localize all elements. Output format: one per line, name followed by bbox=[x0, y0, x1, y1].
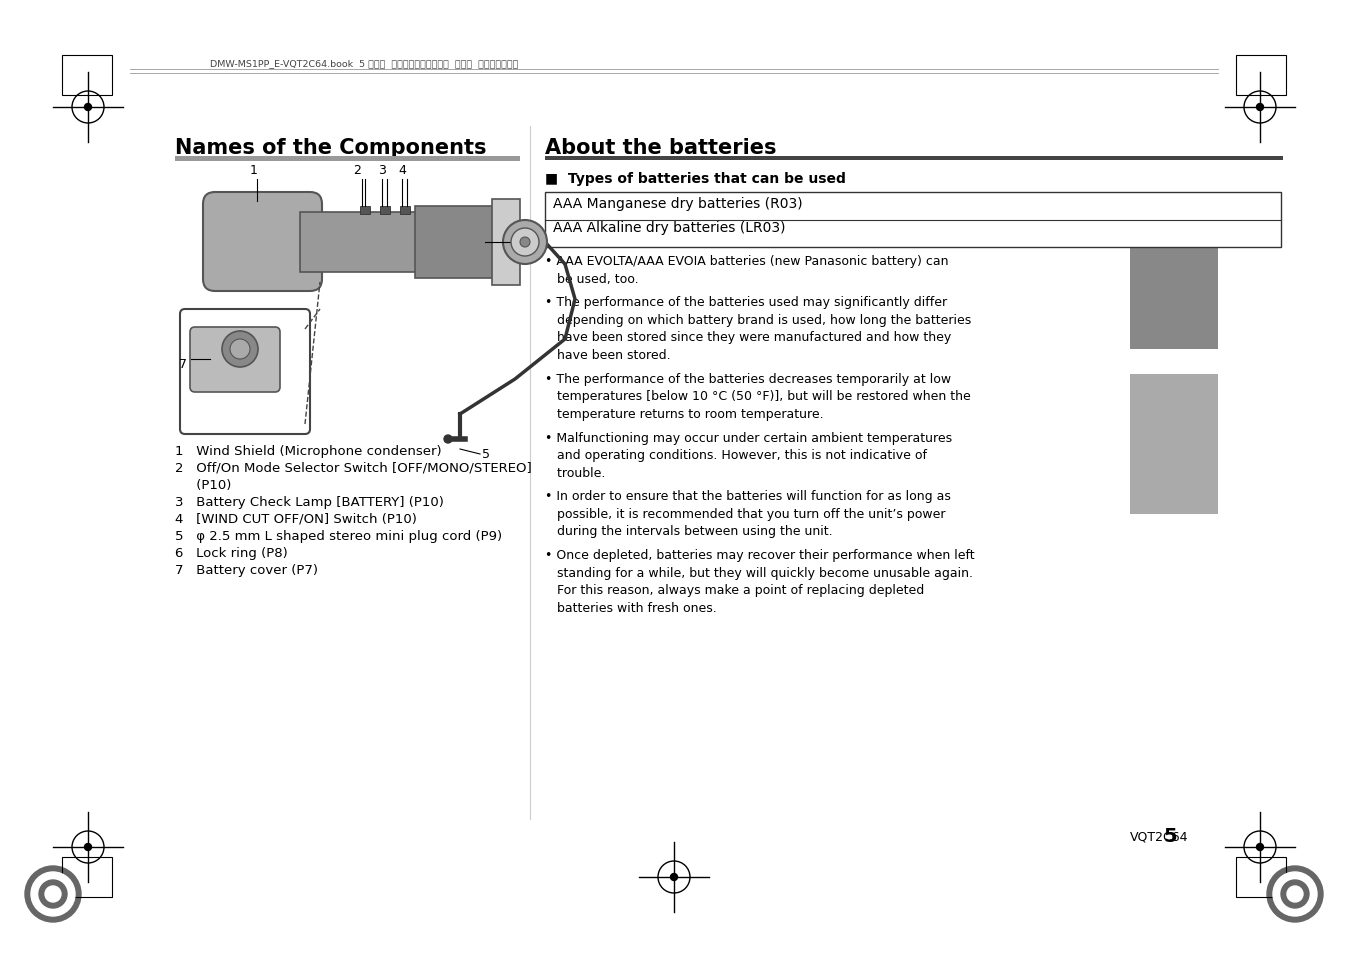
Text: • Malfunctioning may occur under certain ambient temperatures
   and operating c: • Malfunctioning may occur under certain… bbox=[545, 431, 952, 479]
Text: 3: 3 bbox=[377, 164, 386, 177]
Circle shape bbox=[1267, 866, 1322, 923]
Text: (P10): (P10) bbox=[175, 478, 232, 492]
Text: • The performance of the batteries decreases temporarily at low
   temperatures : • The performance of the batteries decre… bbox=[545, 373, 971, 420]
Text: 1   Wind Shield (Microphone condenser): 1 Wind Shield (Microphone condenser) bbox=[175, 444, 442, 457]
Circle shape bbox=[520, 237, 530, 248]
Bar bbox=[175, 157, 520, 162]
Text: 7: 7 bbox=[179, 358, 187, 371]
Bar bbox=[1236, 857, 1286, 897]
Circle shape bbox=[26, 866, 81, 923]
Circle shape bbox=[503, 221, 547, 265]
Text: • The performance of the batteries used may significantly differ
   depending on: • The performance of the batteries used … bbox=[545, 296, 972, 361]
Text: 7   Battery cover (P7): 7 Battery cover (P7) bbox=[175, 563, 318, 577]
FancyBboxPatch shape bbox=[190, 328, 280, 393]
Bar bbox=[1130, 194, 1219, 350]
Circle shape bbox=[85, 843, 92, 851]
Text: • Once depleted, batteries may recover their performance when left
   standing f: • Once depleted, batteries may recover t… bbox=[545, 549, 975, 614]
Text: AAA Alkaline dry batteries (LR03): AAA Alkaline dry batteries (LR03) bbox=[553, 221, 786, 234]
Text: About the batteries: About the batteries bbox=[545, 138, 776, 158]
Circle shape bbox=[1256, 843, 1263, 851]
Bar bbox=[62, 56, 112, 96]
Text: Names of the Components: Names of the Components bbox=[175, 138, 487, 158]
Circle shape bbox=[1281, 880, 1309, 908]
Bar bbox=[62, 857, 112, 897]
Text: DMW-MS1PP_E-VQT2C64.book  5 ページ  ２００９年３月１８日  水曜日  午後９時２９分: DMW-MS1PP_E-VQT2C64.book 5 ページ ２００９年３月１８… bbox=[210, 59, 519, 68]
Text: AAA Manganese dry batteries (R03): AAA Manganese dry batteries (R03) bbox=[553, 196, 802, 211]
Text: 1: 1 bbox=[251, 164, 257, 177]
Text: 6: 6 bbox=[462, 233, 470, 246]
Text: ■  Types of batteries that can be used: ■ Types of batteries that can be used bbox=[545, 172, 847, 186]
Text: • AAA EVOLTA/AAA EVOIA batteries (new Panasonic battery) can
   be used, too.: • AAA EVOLTA/AAA EVOIA batteries (new Pa… bbox=[545, 254, 949, 285]
Text: 5: 5 bbox=[483, 448, 491, 461]
Bar bbox=[380, 207, 390, 214]
Circle shape bbox=[44, 886, 61, 902]
Circle shape bbox=[1273, 872, 1317, 916]
Text: 5   φ 2.5 mm L shaped stereo mini plug cord (P9): 5 φ 2.5 mm L shaped stereo mini plug cor… bbox=[175, 530, 501, 542]
Circle shape bbox=[31, 872, 75, 916]
Text: • In order to ensure that the batteries will function for as long as
   possible: • In order to ensure that the batteries … bbox=[545, 490, 950, 537]
Circle shape bbox=[1256, 105, 1263, 112]
Bar bbox=[400, 207, 410, 214]
Bar bbox=[492, 200, 520, 286]
Bar bbox=[545, 193, 1281, 248]
Text: 5: 5 bbox=[1163, 826, 1177, 845]
Text: 3   Battery Check Lamp [BATTERY] (P10): 3 Battery Check Lamp [BATTERY] (P10) bbox=[175, 496, 443, 509]
Bar bbox=[1236, 56, 1286, 96]
Circle shape bbox=[1287, 886, 1304, 902]
Bar bbox=[360, 207, 369, 214]
Circle shape bbox=[670, 874, 678, 881]
Circle shape bbox=[443, 436, 452, 443]
Bar bbox=[301, 213, 421, 273]
Bar bbox=[545, 157, 1283, 161]
Circle shape bbox=[85, 105, 92, 112]
Circle shape bbox=[231, 339, 249, 359]
Text: 2   Off/On Mode Selector Switch [OFF/MONO/STEREO]: 2 Off/On Mode Selector Switch [OFF/MONO/… bbox=[175, 461, 531, 475]
Circle shape bbox=[511, 229, 539, 256]
Bar bbox=[1130, 375, 1219, 515]
Circle shape bbox=[222, 332, 257, 368]
Text: 4   [WIND CUT OFF/ON] Switch (P10): 4 [WIND CUT OFF/ON] Switch (P10) bbox=[175, 513, 417, 525]
Text: VQT2C64: VQT2C64 bbox=[1130, 830, 1189, 843]
Bar bbox=[415, 207, 495, 278]
Text: 4: 4 bbox=[398, 164, 406, 177]
FancyBboxPatch shape bbox=[204, 193, 322, 292]
FancyBboxPatch shape bbox=[181, 310, 310, 435]
Text: 2: 2 bbox=[353, 164, 361, 177]
Circle shape bbox=[39, 880, 67, 908]
Text: 6   Lock ring (P8): 6 Lock ring (P8) bbox=[175, 546, 287, 559]
